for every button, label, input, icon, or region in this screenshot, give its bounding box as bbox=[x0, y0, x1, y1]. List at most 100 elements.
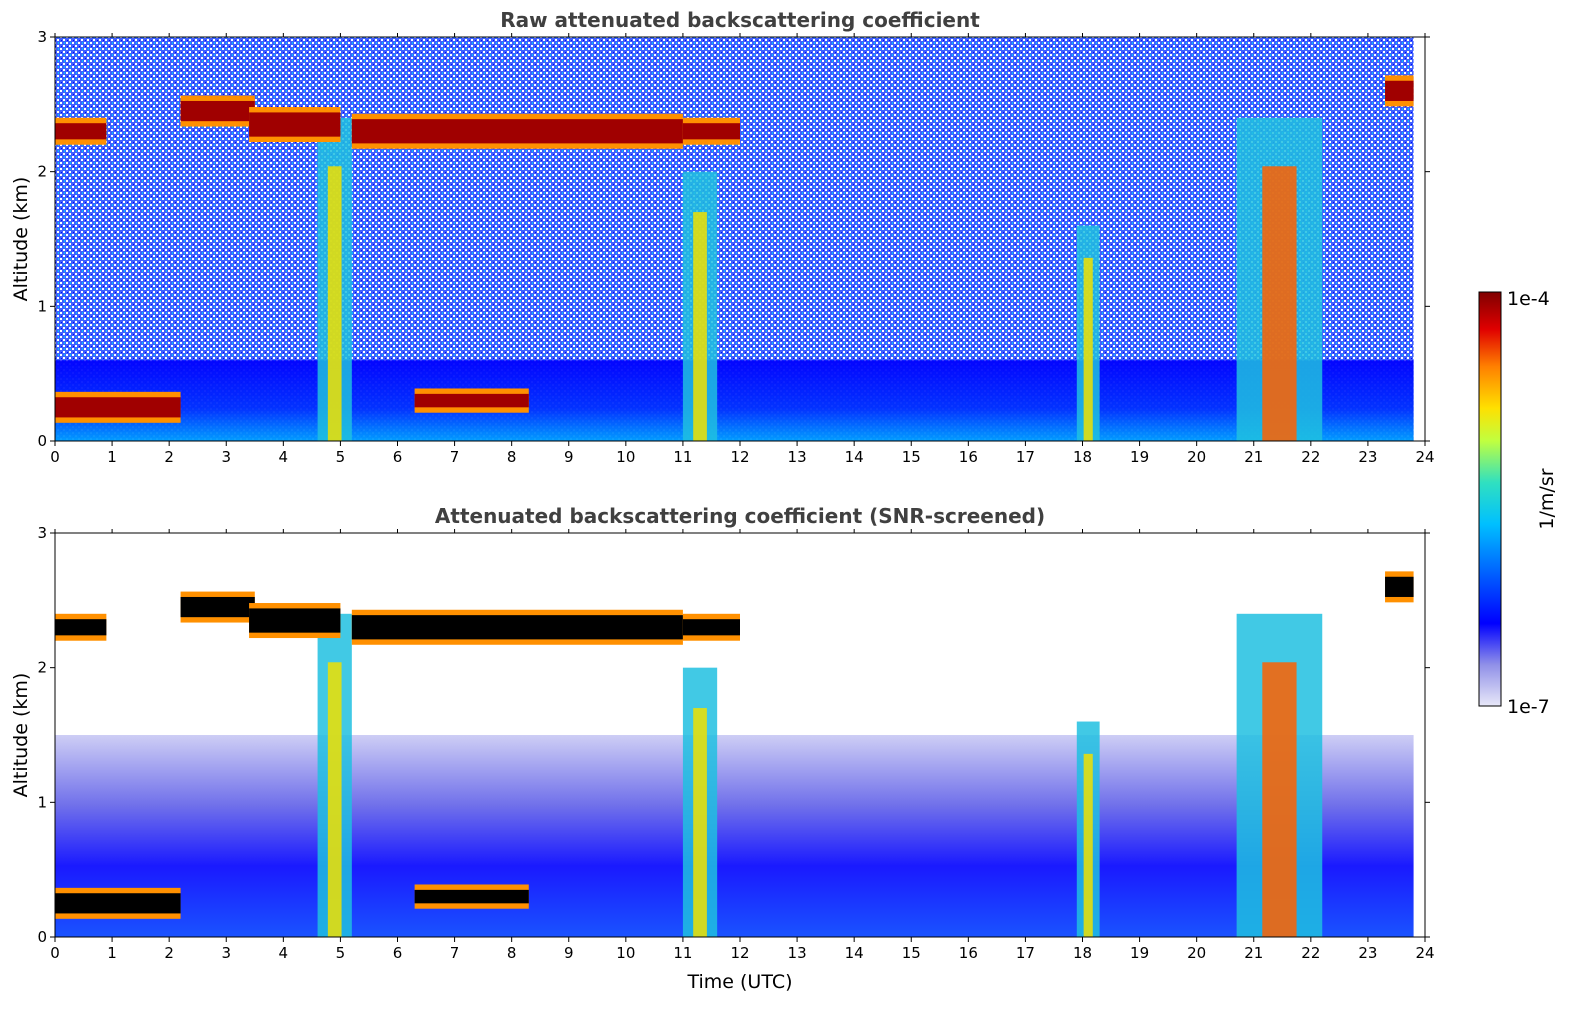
y-ticks: 0 1 2 3 bbox=[37, 28, 1430, 450]
x-tick-label: 24 bbox=[1415, 944, 1434, 962]
x-tick-label: 13 bbox=[788, 944, 807, 962]
y-axis-label: Altitude (km) bbox=[10, 673, 32, 798]
precip-core bbox=[693, 708, 707, 937]
x-tick-label: 6 bbox=[393, 448, 403, 466]
x-ticks: 0 1 2 3 4 5 6 7 8 9 10 11 12 13 14 15 16 17 18 19 20 21 22 23 24 bbox=[50, 529, 1435, 962]
cloud-layer bbox=[55, 397, 181, 418]
x-tick-label: 21 bbox=[1244, 448, 1263, 466]
aerosol-band bbox=[55, 735, 1414, 937]
y-tick-label: 1 bbox=[37, 793, 47, 811]
x-tick-label: 7 bbox=[450, 944, 460, 962]
x-tick-label: 20 bbox=[1187, 944, 1206, 962]
cloud-layer bbox=[180, 100, 255, 122]
panel-title: Raw attenuated backscattering coefficien… bbox=[500, 8, 980, 32]
x-tick-label: 20 bbox=[1187, 448, 1206, 466]
y-tick-label: 2 bbox=[37, 659, 47, 677]
panel-raw: Raw attenuated backscattering coefficien… bbox=[10, 8, 1435, 466]
x-tick-label: 0 bbox=[50, 944, 60, 962]
x-tick-label: 19 bbox=[1130, 944, 1149, 962]
cloud-layer bbox=[414, 889, 529, 904]
y-tick-label: 2 bbox=[37, 163, 47, 181]
x-tick-label: 18 bbox=[1073, 944, 1092, 962]
cloud-layer bbox=[682, 619, 740, 636]
panel-screened: Attenuated backscattering coefficient (S… bbox=[10, 504, 1435, 993]
cloud-layer bbox=[249, 112, 341, 137]
x-tick-label: 3 bbox=[221, 944, 231, 962]
x-tick-label: 16 bbox=[959, 448, 978, 466]
aerosol-band bbox=[55, 360, 1414, 441]
x-tick-label: 12 bbox=[730, 944, 749, 962]
cloud-layer bbox=[180, 596, 255, 618]
y-ticks: 0 1 2 3 bbox=[37, 524, 1430, 946]
cloud-layer bbox=[249, 608, 341, 633]
x-axis-label: Time (UTC) bbox=[686, 971, 792, 993]
x-tick-label: 12 bbox=[730, 448, 749, 466]
colorbar: 1e-4 1e-7 1/m/sr bbox=[1478, 288, 1558, 718]
x-tick-label: 16 bbox=[959, 944, 978, 962]
x-tick-label: 1 bbox=[107, 448, 117, 466]
x-tick-label: 3 bbox=[221, 448, 231, 466]
cloud-layer bbox=[414, 393, 529, 408]
cloud-layer bbox=[1385, 80, 1414, 101]
panel-title: Attenuated backscattering coefficient (S… bbox=[435, 504, 1045, 528]
y-axis-label: Altitude (km) bbox=[10, 177, 32, 302]
x-tick-label: 4 bbox=[279, 944, 289, 962]
x-tick-label: 22 bbox=[1301, 944, 1320, 962]
x-tick-label: 0 bbox=[50, 448, 60, 466]
cloud-layer bbox=[351, 119, 683, 144]
x-tick-label: 15 bbox=[902, 448, 921, 466]
cloud-layer bbox=[55, 893, 181, 914]
x-tick-label: 6 bbox=[393, 944, 403, 962]
precip-core bbox=[327, 166, 342, 441]
precip-core bbox=[1262, 662, 1297, 937]
x-tick-label: 23 bbox=[1358, 448, 1377, 466]
x-tick-label: 13 bbox=[788, 448, 807, 466]
x-tick-label: 2 bbox=[164, 448, 174, 466]
cloud-layer bbox=[1385, 576, 1414, 597]
x-tick-label: 23 bbox=[1358, 944, 1377, 962]
y-tick-label: 3 bbox=[37, 28, 47, 46]
cloud-layer bbox=[682, 123, 740, 140]
x-tick-label: 10 bbox=[616, 944, 635, 962]
x-tick-label: 22 bbox=[1301, 448, 1320, 466]
x-tick-label: 14 bbox=[845, 944, 864, 962]
y-tick-label: 1 bbox=[37, 297, 47, 315]
precip-core bbox=[1083, 257, 1093, 441]
x-tick-label: 11 bbox=[673, 448, 692, 466]
x-tick-label: 14 bbox=[845, 448, 864, 466]
x-tick-label: 15 bbox=[902, 944, 921, 962]
x-tick-label: 2 bbox=[164, 944, 174, 962]
precip-core bbox=[327, 662, 342, 937]
x-tick-label: 9 bbox=[564, 944, 574, 962]
y-tick-label: 3 bbox=[37, 524, 47, 542]
x-tick-label: 7 bbox=[450, 448, 460, 466]
precip-core bbox=[1083, 753, 1093, 937]
precip-core bbox=[1262, 166, 1297, 441]
x-tick-label: 11 bbox=[673, 944, 692, 962]
cloud-layer bbox=[55, 619, 107, 636]
precip-core bbox=[693, 212, 707, 441]
colorbar-min-label: 1e-7 bbox=[1507, 696, 1550, 718]
x-tick-label: 8 bbox=[507, 448, 517, 466]
x-tick-label: 4 bbox=[279, 448, 289, 466]
x-ticks: 0 1 2 3 4 5 6 7 8 9 10 11 12 13 14 15 16 17 18 19 20 21 22 23 24 bbox=[50, 33, 1435, 466]
colorbar-label: 1/m/sr bbox=[1536, 468, 1558, 529]
x-tick-label: 9 bbox=[564, 448, 574, 466]
x-tick-label: 1 bbox=[107, 944, 117, 962]
colorbar-max-label: 1e-4 bbox=[1507, 288, 1550, 310]
heatmap-area bbox=[55, 37, 1414, 442]
x-tick-label: 17 bbox=[1016, 448, 1035, 466]
x-tick-label: 18 bbox=[1073, 448, 1092, 466]
heatmap-area bbox=[55, 533, 1414, 937]
x-tick-label: 19 bbox=[1130, 448, 1149, 466]
y-tick-label: 0 bbox=[37, 928, 47, 946]
x-tick-label: 17 bbox=[1016, 944, 1035, 962]
x-tick-label: 21 bbox=[1244, 944, 1263, 962]
x-tick-label: 8 bbox=[507, 944, 517, 962]
colorbar-gradient bbox=[1478, 291, 1502, 707]
y-tick-label: 0 bbox=[37, 432, 47, 450]
cloud-layer bbox=[55, 123, 107, 140]
x-tick-label: 10 bbox=[616, 448, 635, 466]
cloud-layer bbox=[351, 615, 683, 640]
